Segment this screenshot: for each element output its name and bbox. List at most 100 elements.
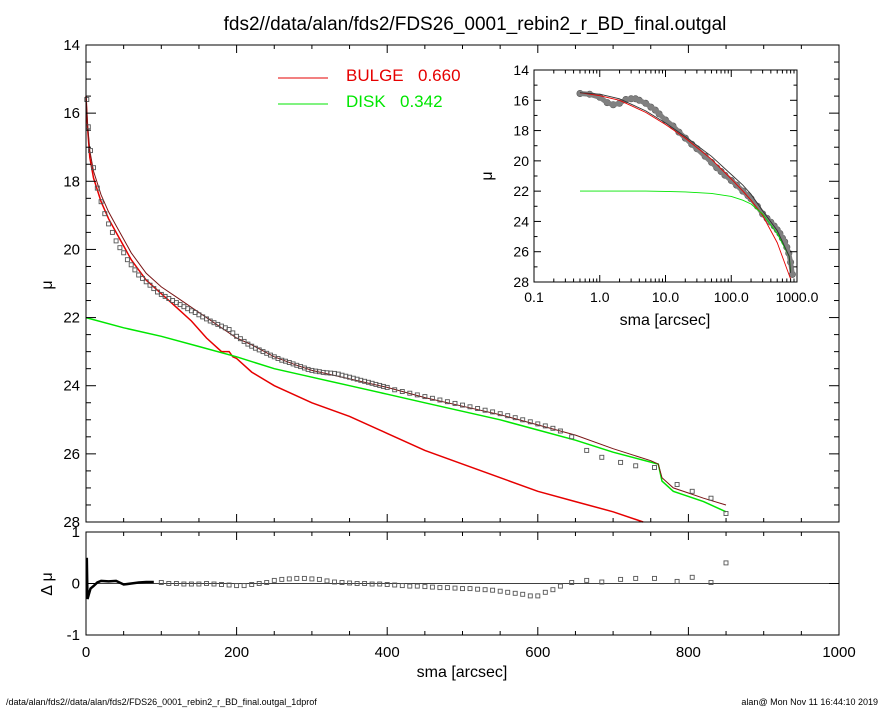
inset-ytick-label: 18 (513, 123, 529, 139)
observed-point (569, 434, 575, 440)
observed-point (147, 282, 153, 288)
residual-point (708, 580, 714, 585)
legend: BULGE 0.660 DISK 0.342 (278, 66, 461, 111)
residual-point (437, 585, 443, 591)
residual-point (497, 588, 503, 594)
residual-point (264, 580, 270, 585)
residual-point (188, 581, 194, 587)
observed-point (497, 411, 503, 417)
inset-xtick-label: 10.0 (652, 289, 679, 305)
observed-point (132, 267, 138, 273)
residual-point (422, 584, 428, 590)
residual-ytick-label: -1 (67, 627, 80, 644)
main-ytick-label: 22 (63, 310, 80, 327)
residual-point (196, 581, 202, 587)
residual-point (181, 581, 187, 587)
residual-point (542, 589, 548, 595)
observed-point (407, 390, 413, 396)
observed-point (128, 262, 134, 268)
observed-point (550, 425, 556, 431)
residual-point (204, 581, 209, 586)
residual-point (339, 580, 345, 585)
residual-point (475, 586, 481, 592)
residual-point (452, 585, 458, 591)
observed-point (98, 199, 104, 205)
residual-point (158, 580, 164, 585)
main-ytick-label: 14 (63, 37, 80, 54)
observed-point (467, 404, 473, 410)
footer-file-path: /data/alan/fds2//data/alan/fds2/FDS26_00… (6, 697, 317, 707)
observed-point (490, 409, 496, 415)
observed-point (136, 272, 142, 278)
inset-ytick-label: 16 (513, 92, 529, 108)
residual-point (407, 583, 413, 589)
inset-series-disk-line (580, 190, 792, 272)
observed-point (94, 185, 100, 191)
residual-point (550, 587, 556, 593)
observed-point (121, 250, 127, 256)
residual-dense-trace (85, 557, 154, 600)
residual-point (505, 589, 511, 595)
residual-xtick-label: 1000 (822, 644, 855, 661)
residual-point (226, 582, 232, 588)
series-disk-line (85, 316, 727, 513)
observed-point (230, 330, 236, 336)
residual-point (392, 582, 398, 588)
observed-point (106, 221, 112, 227)
observed-point (237, 336, 243, 342)
residual-point (309, 576, 315, 582)
residual-point (294, 575, 300, 581)
residual-ytick-label: 1 (72, 524, 80, 541)
residual-point (444, 585, 450, 591)
residual-point (384, 582, 390, 587)
main-ytick-label: 24 (63, 378, 80, 395)
inset-ytick-label: 20 (513, 153, 529, 169)
residual-point (490, 587, 496, 593)
observed-point (88, 148, 93, 154)
residual-point (599, 579, 605, 585)
residual-ylabel: Δ μ (39, 572, 56, 595)
inset-series-bulge-line (579, 92, 792, 280)
residual-point (584, 577, 590, 583)
residual-point (723, 560, 729, 566)
observed-point (384, 384, 390, 390)
inset-xtick-label: 1.0 (590, 289, 610, 305)
main-ylabel: μ (39, 280, 56, 289)
inset-xtick-label: 1000.0 (776, 289, 819, 305)
residual-point (633, 575, 639, 581)
footer-user-timestamp: alan@ Mon Nov 11 16:44:10 2019 (741, 697, 878, 707)
residual-point (301, 575, 307, 581)
observed-point (109, 229, 115, 235)
observed-point (557, 428, 563, 434)
observed-point (117, 245, 123, 251)
observed-point (113, 238, 119, 244)
residual-point (618, 576, 624, 582)
residual-xtick-label: 800 (676, 644, 701, 661)
observed-point (143, 279, 149, 285)
residual-point (674, 578, 680, 584)
inset-ytick-label: 28 (513, 274, 529, 290)
observed-point (140, 275, 145, 281)
residual-point (689, 574, 695, 580)
residual-point (256, 581, 262, 586)
residual-point (347, 580, 353, 586)
observed-point (542, 423, 548, 429)
observed-point (102, 211, 108, 217)
observed-point (527, 419, 533, 425)
residual-point (652, 575, 657, 581)
legend-bulge-value: 0.660 (418, 66, 461, 85)
observed-point (633, 463, 639, 469)
inset-series-model-line (579, 92, 792, 273)
main-ytick-label: 16 (63, 105, 80, 122)
residual-point (377, 581, 383, 587)
main-ytick-label: 18 (63, 173, 80, 190)
observed-point (437, 397, 443, 403)
residual-point (535, 593, 541, 599)
observed-point (674, 482, 680, 487)
legend-disk-label: DISK (346, 92, 386, 111)
residual-point (219, 582, 224, 587)
residual-xtick-label: 0 (82, 644, 90, 661)
residual-point (316, 576, 322, 582)
main-ytick-label: 20 (63, 241, 80, 258)
